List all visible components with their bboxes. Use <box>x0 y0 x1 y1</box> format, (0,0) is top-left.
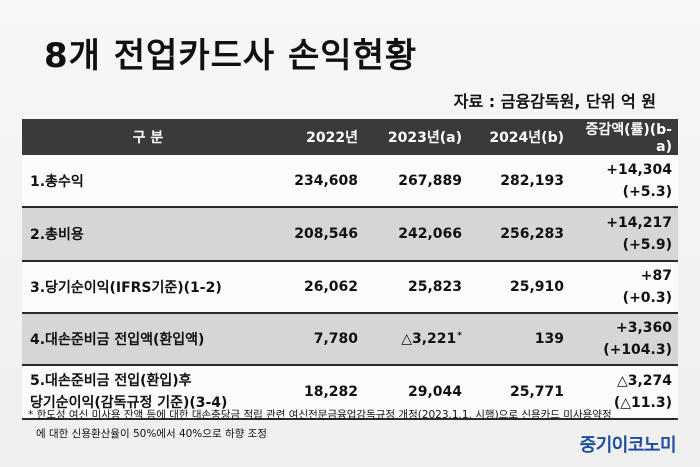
cell-2024: 25,910 <box>509 279 564 295</box>
row-label: 5.대손준비금 전입(환입)후 당기순이익(감독규정 기준)(3-4) <box>22 365 274 419</box>
footnote: * 한도성 여신 미사용 잔액 등에 대한 대손충당금 적립 관련 여신전문금융… <box>28 406 678 444</box>
header-2023: 2023년(a) <box>387 130 462 146</box>
cell-2024: 139 <box>534 331 564 347</box>
change-rate: (+0.3) <box>622 290 672 306</box>
change-rate: (+5.9) <box>622 237 672 253</box>
cell-2023: 242,066 <box>398 226 462 242</box>
cell-2022: 26,062 <box>303 279 358 295</box>
change-rate: (△11.3) <box>613 395 672 411</box>
pnl-table: 구 분 2022년 2023년(a) 2024년(b) 증감액(률)(b-a) … <box>22 119 678 420</box>
cell-2023: △3,221* <box>364 313 468 365</box>
cell-2023: 29,044 <box>407 384 462 400</box>
source-note: 자료 : 금융감독원, 단위 억 원 <box>453 92 656 111</box>
cell-2022: 18,282 <box>303 384 358 400</box>
publisher-logo: 중기이코노미 <box>579 435 677 456</box>
table-header-row: 구 분 2022년 2023년(a) 2024년(b) 증감액(률)(b-a) <box>22 119 678 155</box>
change-amount: +3,360 <box>615 320 672 336</box>
cell-change: +14,217 (+5.9) <box>570 207 678 261</box>
cell-change: +14,304 (+5.3) <box>570 155 678 207</box>
table-row: 1.총수익 234,608 267,889 282,193 +14,304 (+… <box>22 155 678 207</box>
cell-2023: 267,889 <box>398 172 462 189</box>
row-label: 2.총비용 <box>30 227 84 243</box>
footnote-line2: 에 대한 신용환산율이 50%에서 40%으로 하향 조정 <box>36 428 267 440</box>
page-title: 8개 전업카드사 손익현황 <box>44 36 418 76</box>
cell-2022: 234,608 <box>294 172 358 189</box>
header-2022: 2022년 <box>306 130 358 146</box>
cell-2024: 25,771 <box>509 384 564 400</box>
header-category: 구 분 <box>132 130 164 146</box>
row-label-line2: 당기순이익(감독규정 기준)(3-4) <box>30 395 228 411</box>
cell-2024: 256,283 <box>500 226 564 242</box>
cell-2022: 7,780 <box>313 331 358 347</box>
cell-2022: 208,546 <box>294 226 358 242</box>
change-rate: (+5.3) <box>622 183 672 200</box>
cell-2023-value: △3,221 <box>401 331 457 347</box>
header-2024: 2024년(b) <box>489 130 564 146</box>
row-label-line1: 5.대손준비금 전입(환입)후 <box>30 373 192 389</box>
table-row: 2.총비용 208,546 242,066 256,283 +14,217 (+… <box>22 207 678 261</box>
row-label: 1.총수익 <box>30 173 84 190</box>
change-amount: +14,304 <box>606 161 672 178</box>
header-change: 증감액(률)(b-a) <box>585 122 672 155</box>
change-amount: +87 <box>640 268 672 284</box>
footnote-line1: * 한도성 여신 미사용 잔액 등에 대한 대손충당금 적립 관련 여신전문금융… <box>28 409 612 421</box>
cell-2023: 25,823 <box>407 279 462 295</box>
cell-change: +87 (+0.3) <box>570 261 678 313</box>
change-amount: △3,274 <box>616 373 672 389</box>
change-rate: (+104.3) <box>603 342 672 358</box>
change-amount: +14,217 <box>606 215 672 231</box>
cell-change: +3,360 (+104.3) <box>570 313 678 365</box>
row-label: 3.당기순이익(IFRS기준)(1-2) <box>30 280 222 296</box>
footnote-marker: * <box>457 331 462 341</box>
cell-2024: 282,193 <box>500 172 564 189</box>
row-label: 4.대손준비금 전입액(환입액) <box>30 332 205 348</box>
table-row: 3.당기순이익(IFRS기준)(1-2) 26,062 25,823 25,91… <box>22 261 678 313</box>
table-row: 4.대손준비금 전입액(환입액) 7,780 △3,221* 139 +3,36… <box>22 313 678 365</box>
table-row: 5.대손준비금 전입(환입)후 당기순이익(감독규정 기준)(3-4) 18,2… <box>22 365 678 419</box>
cell-change: △3,274 (△11.3) <box>570 365 678 419</box>
